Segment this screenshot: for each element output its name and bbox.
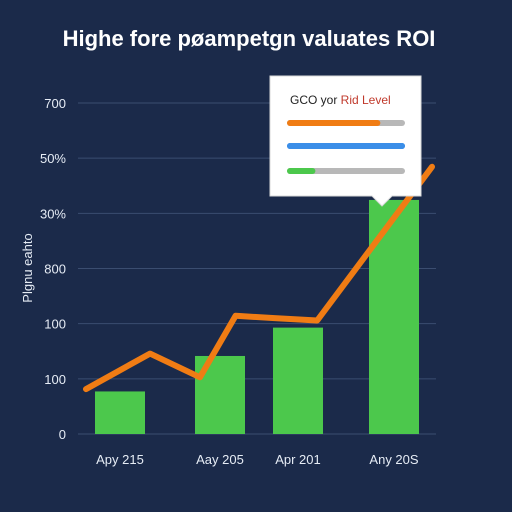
- y-axis-ticks: 0 100 100 800 30% 50% 700: [40, 96, 66, 442]
- gridlines: [78, 102, 436, 435]
- x-tick-label: Apr 201: [275, 452, 321, 467]
- x-tick-label: Any 20S: [369, 452, 418, 467]
- y-axis-label: Plgnu eahto: [20, 233, 35, 302]
- bar: [273, 327, 323, 434]
- line-series-path: [83, 163, 435, 393]
- x-axis-ticks: Apy 215 Aay 205 Apr 201 Any 20S: [96, 452, 419, 467]
- x-tick-label: Apy 215: [96, 452, 144, 467]
- legend-box: GCO yor Rid Level: [269, 75, 422, 207]
- legend-title-part: Rid Level: [341, 93, 391, 107]
- y-tick-label: 700: [44, 96, 66, 111]
- y-tick-label: 100: [44, 372, 66, 387]
- y-tick-label: 50%: [40, 151, 66, 166]
- bar: [95, 391, 145, 434]
- y-tick-label: 30%: [40, 206, 66, 221]
- y-tick-label: 0: [59, 427, 66, 442]
- line-series: [83, 163, 435, 393]
- legend-entries: [287, 120, 405, 174]
- legend-title: GCO yor Rid Level: [290, 93, 391, 107]
- y-tick-label: 100: [44, 317, 66, 332]
- legend-title-part: GCO yor: [290, 93, 341, 107]
- chart-title: Highe fore pøampetgn valuates ROI: [63, 26, 436, 51]
- bar: [369, 199, 419, 434]
- x-tick-label: Aay 205: [196, 452, 244, 467]
- y-tick-label: 800: [44, 262, 66, 277]
